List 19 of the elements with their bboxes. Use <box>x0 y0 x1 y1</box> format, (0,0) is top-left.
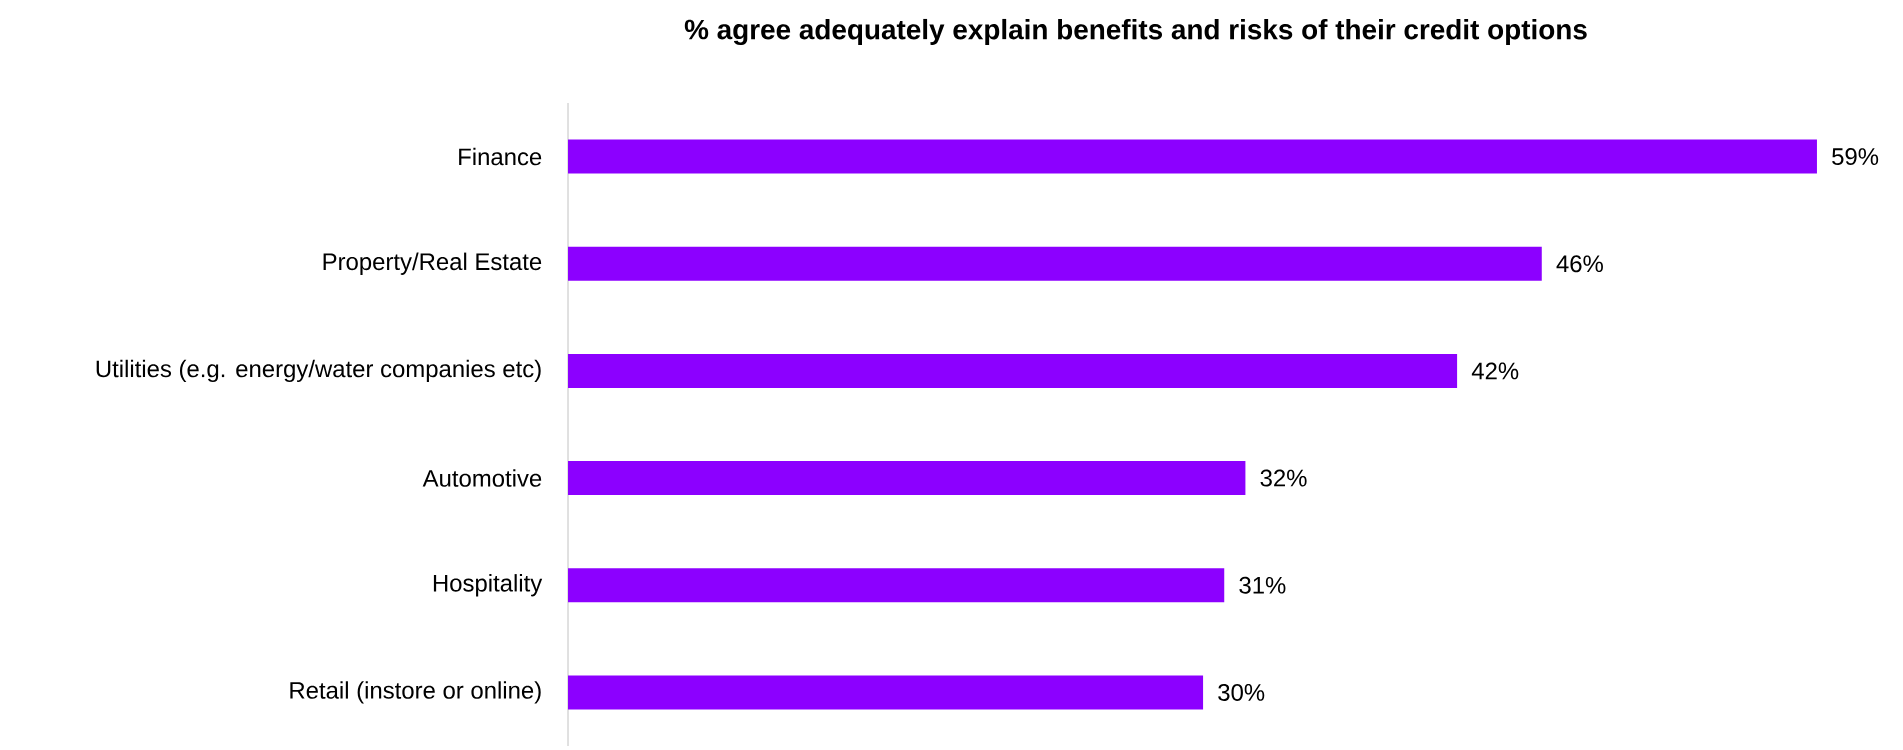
data-label: 30% <box>1218 683 1265 701</box>
data-label: 42% <box>1471 362 1519 380</box>
y-tick-label: Automotive <box>422 469 542 487</box>
y-tick-label: Utilities (e.g. energy/water companies etc) <box>96 359 541 383</box>
y-tick-label: Retail (instore or online) <box>290 681 541 704</box>
data-label: 46% <box>1556 255 1603 273</box>
bar <box>568 461 1246 496</box>
chart-title: % agree adequately explain benefits and risks of their credit options <box>684 18 1587 46</box>
data-label: 31% <box>1239 576 1286 594</box>
bar <box>568 353 1458 388</box>
bar <box>568 675 1204 710</box>
bar <box>568 246 1542 281</box>
y-tick-label: Property/Real Estate <box>323 252 542 275</box>
y-tick-label: Finance <box>459 147 542 166</box>
bar <box>568 139 1817 174</box>
y-tick-label: Hospitality <box>433 574 543 597</box>
data-label: 32% <box>1260 469 1307 487</box>
bar <box>568 568 1225 603</box>
data-label: 59% <box>1832 148 1879 166</box>
